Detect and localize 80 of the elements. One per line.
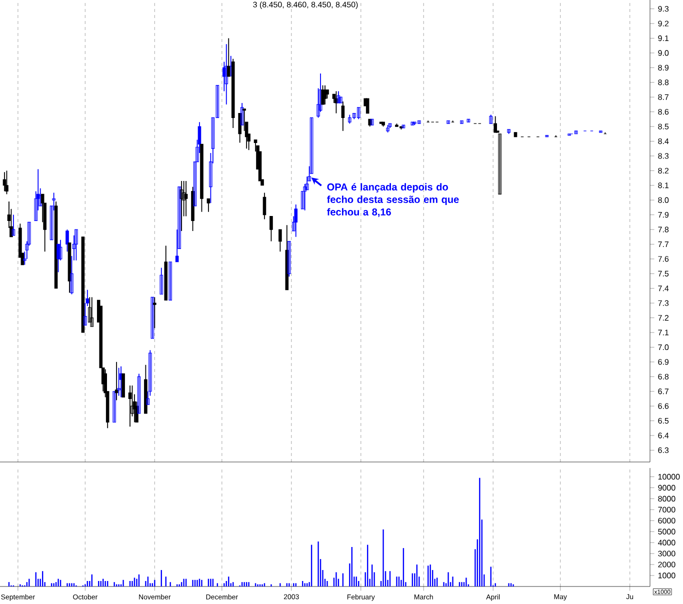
candlestick	[180, 180, 184, 232]
y-tick-label: 7.3	[658, 300, 669, 306]
y-tick-label: 8.1	[658, 182, 669, 188]
y-tick-label: 6.4	[658, 432, 669, 438]
y-tick-label: 8.2	[658, 168, 669, 174]
candlestick	[288, 240, 291, 278]
y-tick-label: 6.7	[658, 388, 669, 394]
candlestick	[321, 84, 324, 105]
candlestick	[117, 367, 120, 396]
y-tick-label: 7.2	[658, 315, 669, 321]
y-tick-label: 8.8	[658, 80, 669, 86]
y-tick-label: 8.9	[658, 64, 669, 70]
candlestick	[137, 373, 141, 414]
y-tick-label: 10000	[658, 474, 680, 480]
y-tick-label: 7.9	[658, 212, 669, 218]
candlestick	[262, 192, 266, 220]
candlestick	[489, 114, 493, 124]
y-tick-label: 6000	[658, 518, 676, 524]
candlestick	[278, 229, 282, 252]
candlestick	[12, 214, 16, 236]
candlestick	[112, 390, 116, 423]
y-tick-label: 7.6	[658, 256, 669, 262]
candlestick	[466, 118, 470, 123]
candlestick	[90, 296, 94, 328]
candlestick	[74, 229, 78, 261]
y-tick-label: 8.0	[658, 197, 669, 203]
y-tick-label: 9.3	[658, 6, 669, 12]
y-tick-label: 7.0	[658, 344, 669, 350]
y-tick-label: 7.7	[658, 241, 669, 247]
candlestick	[122, 373, 125, 398]
candlestick	[168, 261, 172, 301]
candlestick	[184, 180, 188, 217]
candlestick	[270, 216, 273, 242]
y-tick-label: 7.1	[658, 330, 669, 336]
y-tick-label: 6.5	[658, 418, 669, 424]
y-tick-label: 7000	[658, 506, 676, 513]
y-tick-label: 9.1	[658, 35, 669, 42]
candlestick	[153, 296, 156, 329]
y-tick-label: 1000	[658, 572, 676, 578]
y-tick-label: 6.6	[658, 403, 669, 409]
candlestick	[128, 385, 132, 428]
y-tick-label: 6.3	[658, 447, 669, 454]
y-tick-label: 7.8	[658, 226, 669, 232]
y-tick-label: 9.2	[658, 20, 669, 26]
candlestick	[5, 170, 8, 195]
candlestick	[206, 198, 210, 212]
y-tick-label: 9.0	[658, 50, 669, 56]
candlestick	[494, 116, 497, 133]
annotation: OPA é lançada depois do fecho desta sessão em que fechou a 8,16	[327, 183, 459, 217]
y-tick-label: 8.7	[658, 94, 669, 100]
candlestick	[160, 267, 164, 295]
candlestick	[240, 102, 244, 126]
y-tick-label: 6.9	[658, 359, 669, 365]
y-tick-label: 7.5	[658, 270, 669, 276]
y-tick-label: 7.4	[658, 286, 669, 292]
y-tick-label: 6.8	[658, 374, 669, 380]
y-tick-label: 2000	[658, 562, 676, 568]
candlestick	[356, 106, 360, 120]
candlestick	[370, 118, 374, 126]
y-tick-label: 8.6	[658, 108, 669, 115]
candlestick	[2, 172, 6, 192]
y-tick-label: 8000	[658, 496, 676, 502]
y-tick-label: 8.5	[658, 124, 669, 130]
candlestick	[341, 101, 345, 132]
y-tick-label: 3000	[658, 550, 676, 556]
candlestick	[294, 204, 298, 238]
candlestick	[88, 296, 92, 323]
candlestick	[150, 296, 154, 339]
y-tick-label: 8.3	[658, 153, 669, 159]
candlestick	[417, 120, 421, 124]
candlestick	[498, 133, 502, 195]
y-tick-label: 8.4	[658, 138, 669, 144]
candlestick	[56, 244, 60, 273]
y-tick-label: 4000	[658, 540, 676, 546]
candlestick	[66, 229, 69, 252]
y-tick-label: 5000	[658, 528, 676, 534]
y-tick-label: 9000	[658, 484, 676, 491]
candlestick	[224, 44, 228, 105]
chart-title: 3 (8.450, 8.460, 8.450, 8.450)	[253, 2, 358, 9]
candlestick	[336, 90, 340, 104]
